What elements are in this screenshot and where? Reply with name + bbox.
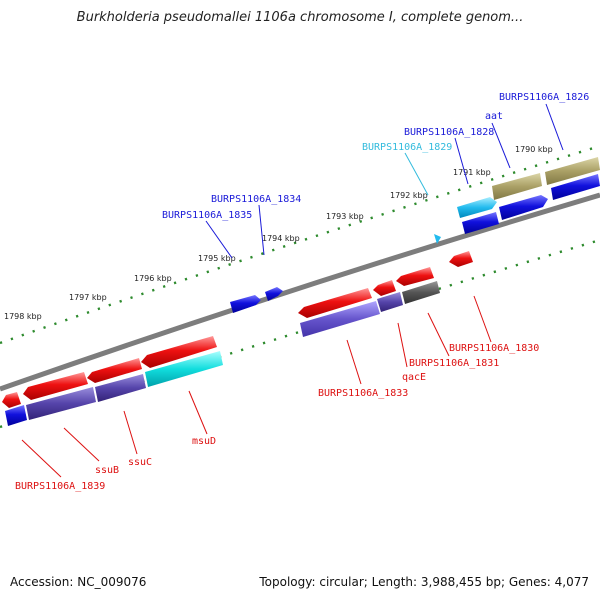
leader-burps1106a-1831 [427,312,450,357]
scale-label-1797: 1797 kbp [69,293,107,302]
gene-ssuc-cds[interactable] [87,358,142,383]
gene-lavender[interactable] [300,301,380,337]
accession-text: Accession: NC_009076 [10,575,147,589]
gene-burps1106a-1828-b[interactable] [462,212,499,234]
gene-burps1106a-1839[interactable] [5,405,27,426]
leader-burps1106a-1826 [545,103,564,151]
leader-burps1106a-1830 [473,295,492,343]
scale-label-1790: 1790 kbp [515,145,553,154]
gene-msud[interactable] [145,351,223,387]
leader-burps1106a-1828 [454,137,469,185]
gene-purple-small[interactable] [377,292,403,312]
scale-label-1795: 1795 kbp [198,254,236,263]
label-msud[interactable]: msuD [192,436,216,447]
label-ssuc[interactable]: ssuC [128,457,152,468]
gene-burps1106a-1829[interactable] [457,197,497,218]
genome-backbone [0,192,600,392]
gene-burps1106a-1834[interactable] [265,287,283,301]
leader-burps1106a-1833 [346,339,362,385]
scale-labels: 1790 kbp 1791 kbp 1792 kbp 1793 kbp 1794… [4,145,553,321]
forward-leader-lines [205,103,564,259]
label-burps1106a-1833[interactable]: BURPS1106A_1833 [318,388,408,399]
leader-ssuc [123,410,138,455]
forward-genes [230,157,600,313]
gene-aat[interactable] [492,173,542,200]
map-title: Burkholderia pseudomallei 1106a chromoso… [76,10,524,25]
gene-ssuc[interactable] [95,374,146,402]
label-burps1106a-1826[interactable]: BURPS1106A_1826 [499,92,589,103]
label-burps1106a-1835[interactable]: BURPS1106A_1835 [162,210,252,221]
leader-aat [491,122,511,169]
leader-burps1106a-1834 [258,204,265,256]
label-burps1106a-1834[interactable]: BURPS1106A_1834 [211,194,301,205]
leader-burps1106a-1839 [21,439,62,478]
gene-qace[interactable] [373,280,396,296]
topology-info: Topology: circular; Length: 3,988,455 bp… [259,575,589,589]
gene-burps1106a-1831[interactable] [396,267,434,286]
reverse-leader-lines [21,295,492,478]
leader-burps1106a-1829 [404,152,429,196]
scale-label-1796: 1796 kbp [134,274,172,283]
gene-burps1106a-1833[interactable] [298,288,372,318]
label-burps1106a-1828[interactable]: BURPS1106A_1828 [404,127,494,138]
label-ssub[interactable]: ssuB [95,465,119,476]
scale-label-1794: 1794 kbp [262,234,300,243]
label-aat[interactable]: aat [485,111,503,122]
label-burps1106a-1830[interactable]: BURPS1106A_1830 [449,343,539,354]
leader-msud [188,390,208,435]
scale-label-1798: 1798 kbp [4,312,42,321]
label-qace[interactable]: qacE [402,372,426,383]
scale-label-1791: 1791 kbp [453,168,491,177]
gene-burps1106a-1826-lower[interactable] [551,174,600,200]
label-burps1106a-1829[interactable]: BURPS1106A_1829 [362,142,452,153]
gene-gray[interactable] [402,281,440,304]
scale-label-1792: 1792 kbp [390,191,428,200]
gene-burps1106a-1830[interactable] [449,251,473,267]
leader-ssub [63,427,100,462]
trna-marker[interactable] [434,234,441,244]
leader-qace [397,322,408,368]
scale-label-1793: 1793 kbp [326,212,364,221]
forward-gene-labels: BURPS1106A_1826 aat BURPS1106A_1828 BURP… [162,92,589,221]
reverse-genes [2,251,473,426]
gene-ssub-cds[interactable] [23,372,88,400]
leader-burps1106a-1835 [205,220,233,259]
gene-msud-cds[interactable] [141,336,217,368]
gene-burps1106a-1826[interactable] [545,157,600,185]
gene-burps1106a-1828[interactable] [499,195,548,220]
reverse-gene-labels: BURPS1106A_1830 BURPS1106A_1831 qacE BUR… [15,343,539,492]
gene-burps1106a-1835[interactable] [230,295,261,313]
gene-left-edge[interactable] [2,392,21,408]
gene-ssub[interactable] [26,387,96,420]
label-burps1106a-1839[interactable]: BURPS1106A_1839 [15,481,105,492]
label-burps1106a-1831[interactable]: BURPS1106A_1831 [409,358,499,369]
